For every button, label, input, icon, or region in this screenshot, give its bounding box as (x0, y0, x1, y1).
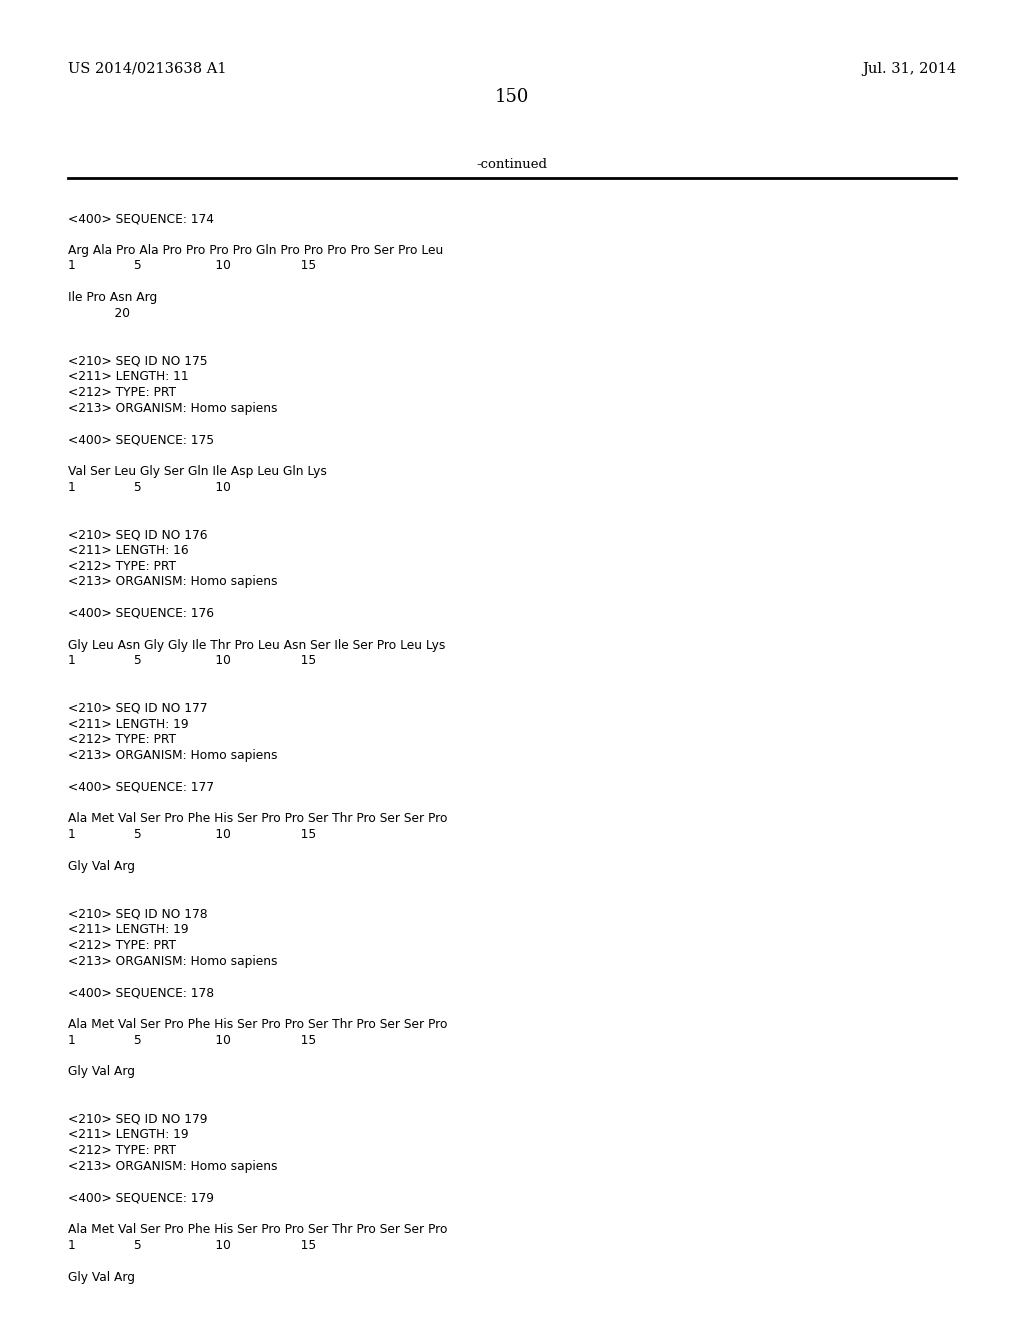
Text: <210> SEQ ID NO 179: <210> SEQ ID NO 179 (68, 1113, 208, 1126)
Text: <212> TYPE: PRT: <212> TYPE: PRT (68, 939, 176, 952)
Text: Gly Val Arg: Gly Val Arg (68, 1271, 135, 1283)
Text: 1               5                   10                  15: 1 5 10 15 (68, 1239, 316, 1251)
Text: <211> LENGTH: 19: <211> LENGTH: 19 (68, 923, 188, 936)
Text: <210> SEQ ID NO 180: <210> SEQ ID NO 180 (68, 1317, 208, 1320)
Text: US 2014/0213638 A1: US 2014/0213638 A1 (68, 62, 226, 77)
Text: Gly Leu Asn Gly Gly Ile Thr Pro Leu Asn Ser Ile Ser Pro Leu Lys: Gly Leu Asn Gly Gly Ile Thr Pro Leu Asn … (68, 639, 445, 652)
Text: <211> LENGTH: 11: <211> LENGTH: 11 (68, 370, 188, 383)
Text: 150: 150 (495, 88, 529, 106)
Text: Ile Pro Asn Arg: Ile Pro Asn Arg (68, 290, 158, 304)
Text: <211> LENGTH: 19: <211> LENGTH: 19 (68, 1129, 188, 1142)
Text: <213> ORGANISM: Homo sapiens: <213> ORGANISM: Homo sapiens (68, 576, 278, 589)
Text: 20: 20 (68, 306, 130, 319)
Text: <400> SEQUENCE: 177: <400> SEQUENCE: 177 (68, 781, 214, 793)
Text: <210> SEQ ID NO 178: <210> SEQ ID NO 178 (68, 907, 208, 920)
Text: <212> TYPE: PRT: <212> TYPE: PRT (68, 385, 176, 399)
Text: <400> SEQUENCE: 179: <400> SEQUENCE: 179 (68, 1192, 214, 1205)
Text: -continued: -continued (476, 158, 548, 172)
Text: <212> TYPE: PRT: <212> TYPE: PRT (68, 560, 176, 573)
Text: 1               5                   10                  15: 1 5 10 15 (68, 655, 316, 668)
Text: <211> LENGTH: 19: <211> LENGTH: 19 (68, 718, 188, 730)
Text: 1               5                   10                  15: 1 5 10 15 (68, 828, 316, 841)
Text: <213> ORGANISM: Homo sapiens: <213> ORGANISM: Homo sapiens (68, 1160, 278, 1173)
Text: Jul. 31, 2014: Jul. 31, 2014 (862, 62, 956, 77)
Text: <400> SEQUENCE: 175: <400> SEQUENCE: 175 (68, 433, 214, 446)
Text: Ala Met Val Ser Pro Phe His Ser Pro Pro Ser Thr Pro Ser Ser Pro: Ala Met Val Ser Pro Phe His Ser Pro Pro … (68, 1018, 447, 1031)
Text: 1               5                   10                  15: 1 5 10 15 (68, 1034, 316, 1047)
Text: <212> TYPE: PRT: <212> TYPE: PRT (68, 1144, 176, 1158)
Text: <210> SEQ ID NO 175: <210> SEQ ID NO 175 (68, 354, 208, 367)
Text: <210> SEQ ID NO 177: <210> SEQ ID NO 177 (68, 702, 208, 715)
Text: Arg Ala Pro Ala Pro Pro Pro Pro Gln Pro Pro Pro Pro Ser Pro Leu: Arg Ala Pro Ala Pro Pro Pro Pro Gln Pro … (68, 244, 443, 256)
Text: 1               5                   10                  15: 1 5 10 15 (68, 260, 316, 272)
Text: <211> LENGTH: 16: <211> LENGTH: 16 (68, 544, 188, 557)
Text: <213> ORGANISM: Homo sapiens: <213> ORGANISM: Homo sapiens (68, 750, 278, 762)
Text: Gly Val Arg: Gly Val Arg (68, 859, 135, 873)
Text: Gly Val Arg: Gly Val Arg (68, 1065, 135, 1078)
Text: 1               5                   10: 1 5 10 (68, 480, 230, 494)
Text: Ala Met Val Ser Pro Phe His Ser Pro Pro Ser Thr Pro Ser Ser Pro: Ala Met Val Ser Pro Phe His Ser Pro Pro … (68, 1224, 447, 1237)
Text: Val Ser Leu Gly Ser Gln Ile Asp Leu Gln Lys: Val Ser Leu Gly Ser Gln Ile Asp Leu Gln … (68, 465, 327, 478)
Text: <213> ORGANISM: Homo sapiens: <213> ORGANISM: Homo sapiens (68, 401, 278, 414)
Text: <213> ORGANISM: Homo sapiens: <213> ORGANISM: Homo sapiens (68, 954, 278, 968)
Text: <210> SEQ ID NO 176: <210> SEQ ID NO 176 (68, 528, 208, 541)
Text: <400> SEQUENCE: 178: <400> SEQUENCE: 178 (68, 986, 214, 999)
Text: <400> SEQUENCE: 176: <400> SEQUENCE: 176 (68, 607, 214, 620)
Text: <212> TYPE: PRT: <212> TYPE: PRT (68, 734, 176, 746)
Text: <400> SEQUENCE: 174: <400> SEQUENCE: 174 (68, 213, 214, 224)
Text: Ala Met Val Ser Pro Phe His Ser Pro Pro Ser Thr Pro Ser Ser Pro: Ala Met Val Ser Pro Phe His Ser Pro Pro … (68, 812, 447, 825)
